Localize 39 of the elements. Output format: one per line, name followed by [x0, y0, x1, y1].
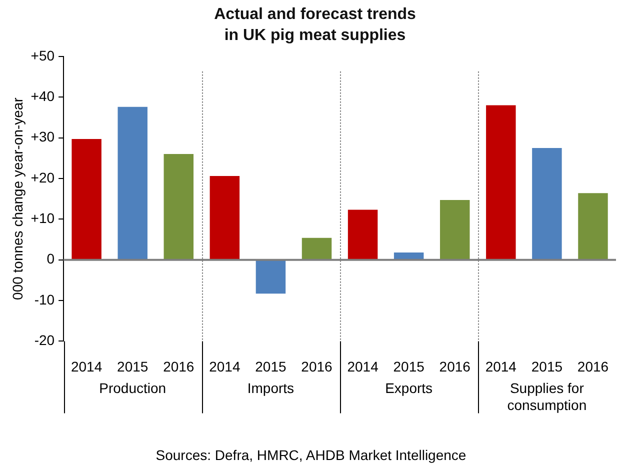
x-tick-label: 2014: [347, 358, 379, 374]
y-tick-label: +40: [30, 88, 55, 104]
text: Imports: [246, 380, 296, 398]
text: Supplies for consumption: [506, 380, 588, 414]
source-note: Sources: Defra, HMRC, AHDB Market Intelligence: [154, 446, 468, 464]
x-tick-label: 2016: [439, 358, 471, 374]
bar: [348, 210, 378, 260]
x-tick-label: 2016: [577, 358, 609, 374]
bar: [394, 252, 424, 260]
bar: [210, 176, 240, 260]
x-tick-label: 2014: [485, 358, 517, 374]
text: Exports: [384, 380, 434, 398]
y-tick-label: 0: [46, 250, 55, 267]
bar: [486, 105, 516, 260]
y-tick-label: +50: [30, 47, 55, 64]
bar: [440, 200, 470, 260]
y-tick-label: -20: [34, 332, 55, 348]
y-tick-label: +10: [30, 210, 55, 226]
bar: [256, 260, 286, 294]
x-tick-label: 2015: [117, 358, 148, 374]
x-tick-label: 2015: [255, 358, 286, 374]
bar: [164, 154, 194, 260]
y-tick-label: -10: [34, 291, 55, 308]
bar: [302, 238, 332, 260]
y-tick-label: +20: [30, 169, 55, 186]
y-tick-label: +30: [30, 128, 55, 145]
x-tick-label: 2015: [531, 358, 563, 374]
bar: [72, 138, 102, 260]
y-axis-title: 000 tonnes change year-on-year: [9, 97, 26, 300]
bar: [118, 106, 148, 260]
x-tick-label: 2016: [163, 358, 194, 374]
x-tick-label: 2016: [301, 358, 333, 374]
x-tick-label: 2014: [209, 358, 240, 374]
bar: [532, 148, 562, 260]
chart-title: Actual and forecast trends in UK pig meat supplies: [213, 5, 417, 46]
text: Production: [98, 380, 168, 398]
bar: [578, 193, 608, 260]
x-tick-label: 2015: [393, 358, 425, 374]
x-tick-label: 2014: [70, 358, 102, 374]
